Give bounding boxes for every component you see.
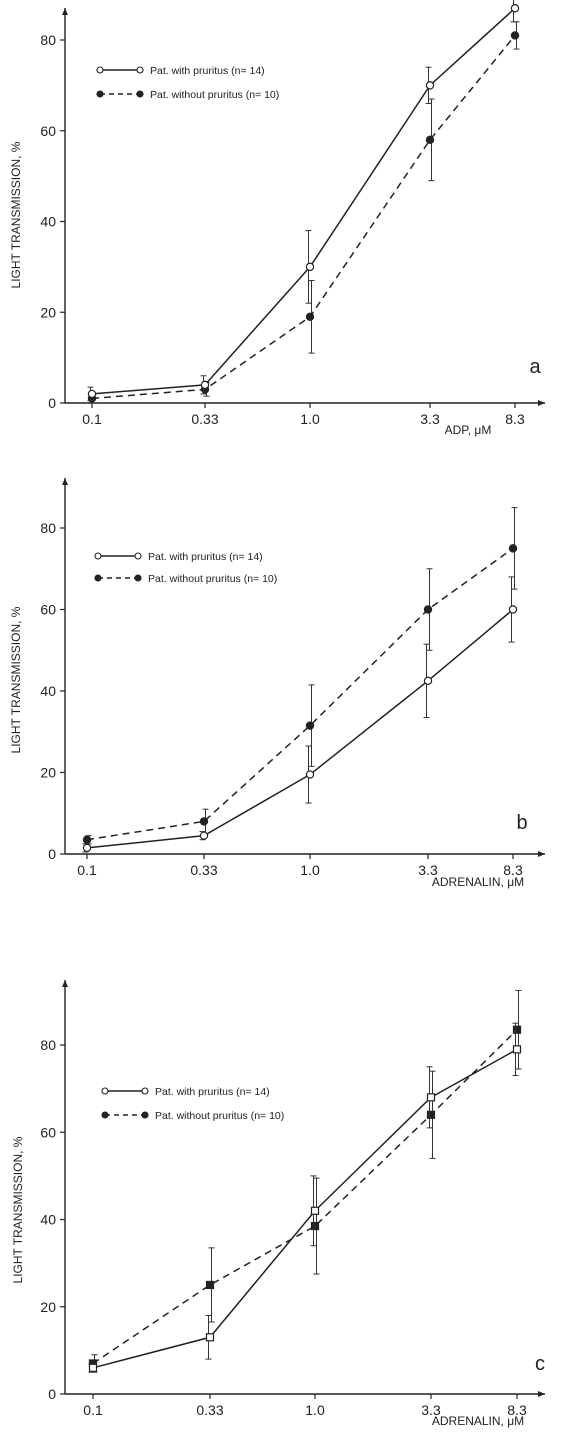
legend-label: Pat. without pruritus (n= 10) <box>155 1110 284 1122</box>
y-tick-label: 60 <box>40 1124 56 1140</box>
y-tick-label: 80 <box>40 520 56 536</box>
data-point <box>199 817 209 826</box>
legend-marker <box>96 90 104 98</box>
data-point <box>426 1093 436 1102</box>
y-axis-arrow <box>62 980 68 987</box>
x-tick-label: 8.3 <box>503 862 523 878</box>
legend-marker <box>94 552 102 560</box>
legend-marker <box>101 1111 109 1119</box>
data-point <box>425 135 435 145</box>
data-point <box>82 843 92 853</box>
y-axis-title: LIGHT TRANSMISSION, % <box>11 1136 25 1283</box>
data-point <box>205 1280 215 1290</box>
y-tick-label: 40 <box>40 1212 56 1228</box>
x-axis-arrow <box>538 851 545 857</box>
data-point <box>310 1206 320 1215</box>
y-axis-arrow <box>62 8 68 15</box>
data-point <box>423 605 433 614</box>
legend-label: Pat. without pruritus (n= 10) <box>150 89 279 101</box>
x-tick-label: 0.1 <box>83 1402 103 1418</box>
legend-label: Pat. without pruritus (n= 10) <box>148 573 277 585</box>
x-tick-label: 0.1 <box>82 411 102 427</box>
y-axis-title: LIGHT TRANSMISSION, % <box>9 606 23 753</box>
data-point <box>305 262 315 272</box>
y-tick-label: 20 <box>40 304 56 320</box>
y-tick-label: 60 <box>40 602 56 618</box>
legend-marker <box>141 1111 149 1119</box>
legend-marker <box>134 552 142 560</box>
x-axis-title: ADRENALIN, μM <box>432 875 524 889</box>
legend-label: Pat. with pruritus (n= 14) <box>150 65 265 77</box>
x-tick-label: 3.3 <box>420 411 440 427</box>
data-point <box>305 312 315 321</box>
data-point <box>426 1110 436 1119</box>
x-tick-label: 0.33 <box>191 411 218 427</box>
panel-letter: c <box>535 1353 545 1375</box>
data-point <box>508 605 518 614</box>
x-tick-label: 3.3 <box>418 862 438 878</box>
x-axis-arrow <box>538 1391 545 1397</box>
x-tick-label: 1.0 <box>305 1402 325 1418</box>
panel-letter: a <box>529 356 541 378</box>
x-tick-label: 8.3 <box>505 411 525 427</box>
x-tick-label: 0.33 <box>196 1402 223 1418</box>
y-tick-label: 20 <box>40 765 56 781</box>
data-point <box>512 1025 522 1034</box>
y-tick-label: 0 <box>48 395 56 411</box>
legend-marker <box>96 66 104 74</box>
data-point <box>87 389 97 399</box>
x-axis-title: ADRENALIN, μM <box>432 1414 524 1428</box>
legend-marker <box>101 1087 109 1095</box>
y-tick-label: 80 <box>40 1037 56 1053</box>
data-point <box>510 4 520 13</box>
data-point <box>88 1363 98 1372</box>
y-tick-label: 40 <box>40 683 56 699</box>
x-tick-label: 3.3 <box>421 1402 441 1418</box>
series-line-with-pruritus <box>86 608 514 849</box>
y-tick-label: 0 <box>48 1386 56 1402</box>
chart-panel-a <box>60 0 545 408</box>
y-tick-label: 80 <box>40 32 56 48</box>
data-point <box>305 721 315 730</box>
chart-panel-c <box>60 980 545 1399</box>
data-point <box>199 831 209 840</box>
legend-marker <box>134 574 142 582</box>
y-tick-label: 20 <box>40 1299 56 1315</box>
data-point <box>508 544 518 553</box>
legend-label: Pat. with pruritus (n= 14) <box>155 1086 270 1098</box>
series-line-without-pruritus <box>92 1029 518 1365</box>
x-tick-label: 0.33 <box>190 862 217 878</box>
data-point <box>82 835 92 844</box>
legend-marker <box>136 90 144 98</box>
legend-marker <box>94 574 102 582</box>
series-line-without-pruritus <box>86 547 514 841</box>
x-tick-label: 0.1 <box>77 862 97 878</box>
data-point <box>310 1221 320 1231</box>
y-axis-arrow <box>62 478 68 485</box>
data-point <box>423 676 433 686</box>
data-point <box>205 1333 215 1342</box>
data-point <box>305 770 315 779</box>
y-tick-label: 40 <box>40 214 56 230</box>
panel-letter: b <box>516 812 527 834</box>
x-tick-label: 1.0 <box>300 862 320 878</box>
y-tick-label: 60 <box>40 123 56 139</box>
x-tick-label: 1.0 <box>300 411 320 427</box>
data-point <box>425 81 435 90</box>
x-axis-arrow <box>538 400 545 406</box>
x-tick-label: 8.3 <box>507 1402 527 1418</box>
legend-marker <box>136 66 144 74</box>
legend-label: Pat. with pruritus (n= 14) <box>148 551 263 563</box>
y-tick-label: 0 <box>48 846 56 862</box>
data-point <box>512 1045 522 1054</box>
chart-panel-b <box>60 478 545 859</box>
x-axis-title: ADP, μM <box>445 423 492 437</box>
data-point <box>200 380 210 390</box>
data-point <box>510 31 520 40</box>
y-axis-title: LIGHT TRANSMISSION, % <box>9 141 23 288</box>
legend-marker <box>141 1087 149 1095</box>
